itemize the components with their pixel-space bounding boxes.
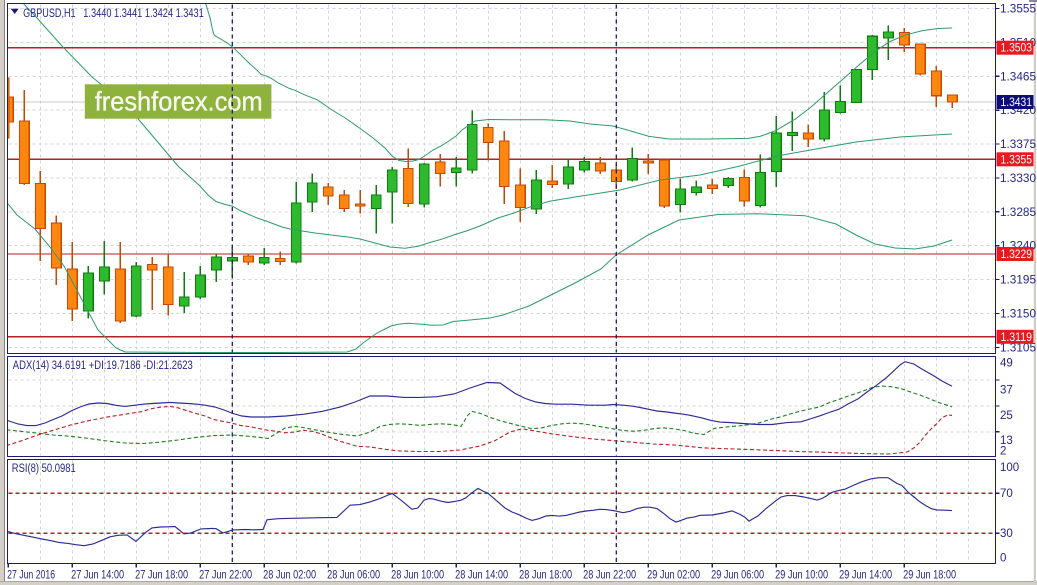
svg-text:1.3285: 1.3285 — [1000, 207, 1036, 219]
svg-text:1.3503: 1.3503 — [1001, 43, 1033, 55]
svg-text:28 Jun 18:00: 28 Jun 18:00 — [519, 570, 572, 582]
svg-text:27 Jun 2016: 27 Jun 2016 — [7, 570, 55, 582]
svg-text:27 Jun 18:00: 27 Jun 18:00 — [135, 570, 188, 582]
svg-text:27 Jun 14:00: 27 Jun 14:00 — [71, 570, 124, 582]
svg-text:1.3440 1.3441 1.3424 1.3431: 1.3440 1.3441 1.3424 1.3431 — [83, 6, 204, 20]
svg-text:25: 25 — [1000, 410, 1013, 422]
svg-text:28 Jun 06:00: 28 Jun 06:00 — [327, 570, 380, 582]
svg-text:1.3195: 1.3195 — [1000, 275, 1036, 287]
svg-text:1.3119: 1.3119 — [1001, 332, 1033, 344]
svg-text:29 Jun 10:00: 29 Jun 10:00 — [775, 570, 828, 582]
svg-text:29 Jun 02:00: 29 Jun 02:00 — [647, 570, 700, 582]
svg-text:1.3105: 1.3105 — [1000, 342, 1036, 354]
svg-text:GBPUSD,H1: GBPUSD,H1 — [23, 6, 76, 20]
svg-text:28 Jun 10:00: 28 Jun 10:00 — [391, 570, 444, 582]
svg-text:37: 37 — [1000, 384, 1013, 396]
svg-text:27 Jun 22:00: 27 Jun 22:00 — [199, 570, 252, 582]
svg-text:29 Jun 18:00: 29 Jun 18:00 — [903, 570, 956, 582]
svg-text:13: 13 — [1000, 435, 1013, 447]
svg-text:freshforex.com: freshforex.com — [95, 87, 263, 117]
svg-text:28 Jun 22:00: 28 Jun 22:00 — [583, 570, 636, 582]
svg-text:1.3355: 1.3355 — [1001, 154, 1033, 166]
svg-text:100: 100 — [1000, 462, 1019, 474]
svg-text:RSI(8) 50.0981: RSI(8) 50.0981 — [12, 463, 76, 475]
svg-text:0: 0 — [1000, 553, 1006, 565]
svg-text:1.3150: 1.3150 — [1000, 309, 1036, 321]
svg-text:1.3229: 1.3229 — [1001, 249, 1033, 261]
svg-text:ADX(14) 34.6191 +DI:19.7186 -D: ADX(14) 34.6191 +DI:19.7186 -DI:21.2623 — [13, 360, 193, 372]
svg-text:70: 70 — [1000, 488, 1013, 500]
svg-text:1.3465: 1.3465 — [1000, 71, 1036, 83]
svg-text:1.3555: 1.3555 — [1000, 4, 1036, 16]
svg-text:1.3431: 1.3431 — [1001, 97, 1033, 109]
svg-text:28 Jun 02:00: 28 Jun 02:00 — [263, 570, 316, 582]
svg-text:29 Jun 14:00: 29 Jun 14:00 — [839, 570, 892, 582]
svg-text:49: 49 — [1000, 358, 1013, 370]
svg-text:1.3330: 1.3330 — [1000, 173, 1036, 185]
svg-text:28 Jun 14:00: 28 Jun 14:00 — [455, 570, 508, 582]
svg-text:1.3375: 1.3375 — [1000, 139, 1036, 151]
svg-text:30: 30 — [1000, 528, 1013, 540]
svg-text:29 Jun 06:00: 29 Jun 06:00 — [711, 570, 764, 582]
svg-text:2: 2 — [1000, 446, 1006, 458]
